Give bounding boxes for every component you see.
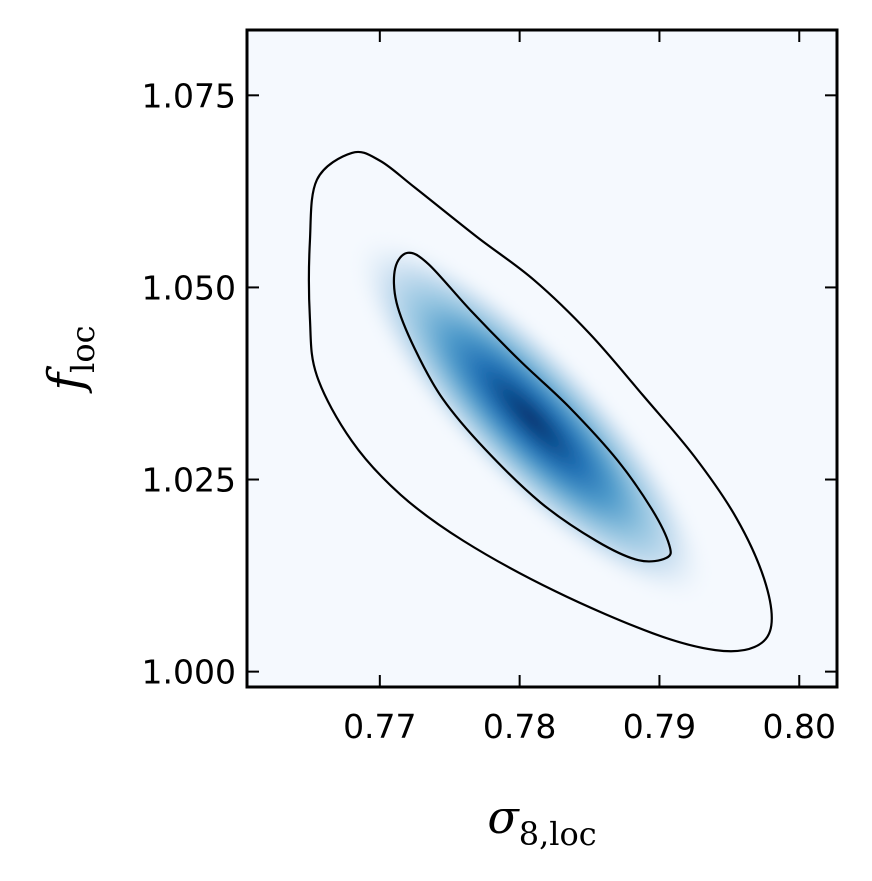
y-tick-label: 1.075 bbox=[142, 76, 236, 115]
y-tick-label: 1.050 bbox=[142, 268, 236, 307]
density-blob bbox=[349, 231, 712, 605]
x-tick-label: 0.77 bbox=[343, 707, 416, 746]
density-layer bbox=[349, 231, 712, 605]
x-axis-label-main: σ bbox=[487, 790, 520, 844]
contour-inner bbox=[392, 251, 672, 563]
y-tick-label: 1.025 bbox=[142, 461, 236, 500]
y-axis-label-sub: loc bbox=[64, 325, 102, 372]
x-tick-label: 0.78 bbox=[483, 707, 556, 746]
x-axis-label-sub: 8,loc bbox=[519, 815, 597, 853]
x-tick-label: 0.79 bbox=[623, 707, 696, 746]
x-axis-label: σ8,loc bbox=[487, 790, 596, 853]
y-axis-label: floc bbox=[38, 325, 102, 393]
y-tick-label: 1.000 bbox=[142, 653, 236, 692]
x-axis-ticks: 0.77 0.78 0.79 0.80 bbox=[343, 30, 836, 746]
y-axis-ticks: 1.000 1.025 1.050 1.075 bbox=[142, 76, 837, 692]
contour-layer bbox=[307, 150, 773, 653]
plot-frame bbox=[245, 28, 839, 689]
x-tick-label: 0.80 bbox=[763, 707, 836, 746]
contour-outer bbox=[307, 150, 773, 653]
